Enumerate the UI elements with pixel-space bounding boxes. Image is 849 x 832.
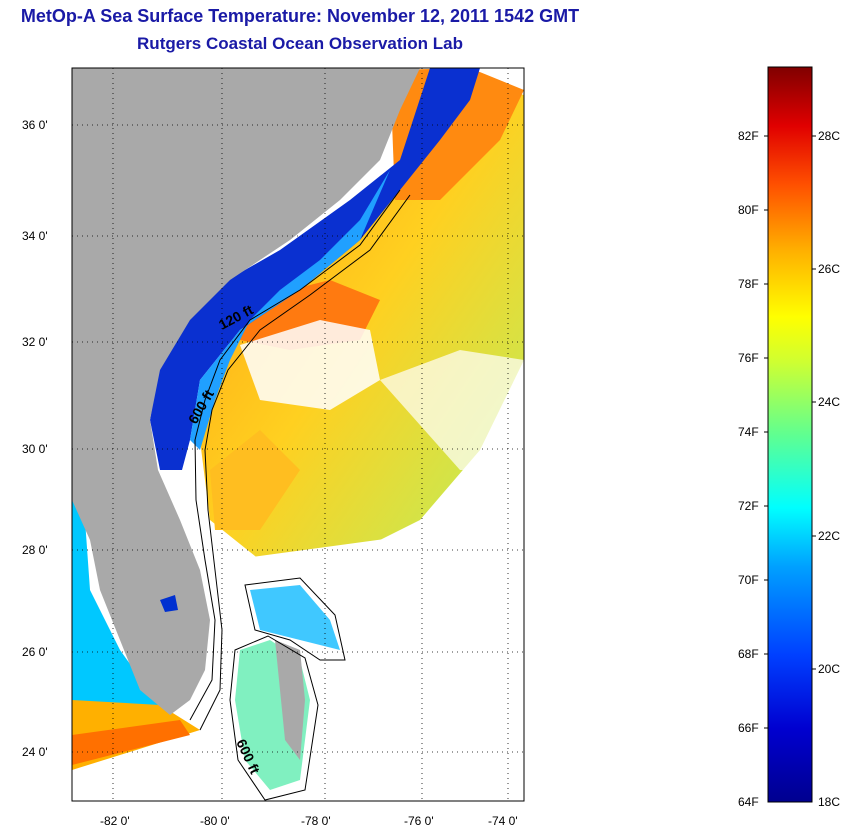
colorbar-c-label: 24C	[818, 395, 840, 409]
lat-tick-label: 28 0'	[22, 543, 48, 557]
bahama-bank	[250, 585, 340, 650]
map-area	[72, 68, 524, 801]
lat-tick-label: 34 0'	[22, 229, 48, 243]
lat-tick-label: 32 0'	[22, 335, 48, 349]
gulf-coastal-water	[72, 490, 170, 770]
colorbar-f-label: 72F	[738, 499, 759, 513]
bahama-contour	[229, 635, 319, 801]
colorbar: 82F 80F 78F 76F 74F 72F 70F 68F 66F 64F …	[738, 66, 840, 809]
colorbar-f-label: 68F	[738, 647, 759, 661]
contour-600ft	[199, 194, 411, 731]
lon-tick-label: -82 0'	[100, 814, 130, 828]
land-mass	[72, 68, 420, 715]
map-title: MetOp-A Sea Surface Temperature: Novembe…	[20, 6, 580, 26]
colorbar-scale	[767, 66, 813, 803]
warm-patch	[210, 430, 300, 530]
colorbar-f-label: 66F	[738, 721, 759, 735]
lon-tick-label: -74 0'	[488, 814, 518, 828]
lat-tick-label: 30 0'	[22, 442, 48, 456]
colorbar-f-label: 82F	[738, 129, 759, 143]
lat-tick-label: 26 0'	[22, 645, 48, 659]
colorbar-c-label: 20C	[818, 662, 840, 676]
bahama-contour	[244, 577, 346, 661]
map-subtitle: Rutgers Coastal Ocean Observation Lab	[137, 34, 463, 53]
colorbar-f-label: 64F	[738, 795, 759, 809]
lon-tick-label: -76 0'	[404, 814, 434, 828]
andros-island	[275, 640, 305, 760]
colorbar-f-label: 80F	[738, 203, 759, 217]
latitude-axis: 36 0' 34 0' 32 0' 30 0' 28 0' 26 0' 24 0…	[22, 118, 524, 759]
lat-tick-label: 36 0'	[22, 118, 48, 132]
lat-tick-label: 24 0'	[22, 745, 48, 759]
florida-strait-water	[72, 720, 190, 765]
colorbar-f-label: 78F	[738, 277, 759, 291]
map-frame	[71, 67, 525, 802]
contour-120ft	[189, 189, 401, 721]
lon-tick-label: -80 0'	[200, 814, 230, 828]
colorbar-f-label: 74F	[738, 425, 759, 439]
lake-okeechobee	[160, 595, 178, 612]
colorbar-c-label: 22C	[818, 529, 840, 543]
cloud-patch	[240, 320, 380, 410]
cloud-patch	[380, 350, 524, 470]
colorbar-c-label: 26C	[818, 262, 840, 276]
colorbar-c-label: 28C	[818, 129, 840, 143]
colorbar-f-label: 70F	[738, 573, 759, 587]
colorbar-f-label: 76F	[738, 351, 759, 365]
colorbar-c-label: 18C	[818, 795, 840, 809]
longitude-axis: -82 0' -80 0' -78 0' -76 0' -74 0'	[100, 68, 518, 828]
shelf-transition-water	[190, 170, 390, 450]
lon-tick-label: -78 0'	[301, 814, 331, 828]
